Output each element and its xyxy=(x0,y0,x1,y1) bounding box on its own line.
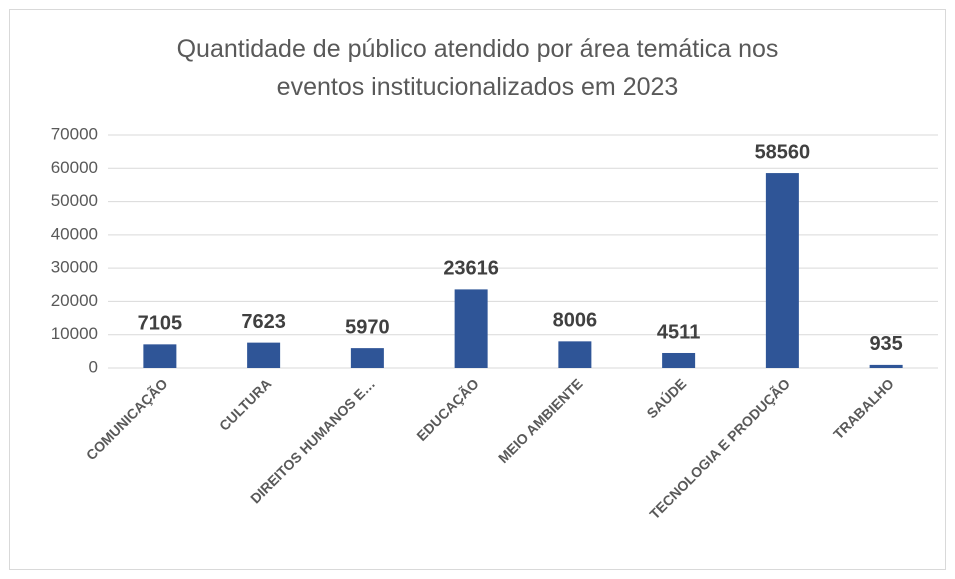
bar xyxy=(662,352,696,368)
data-label: 23616 xyxy=(443,258,499,280)
bar xyxy=(143,344,177,368)
data-label: 8006 xyxy=(553,310,598,332)
bar xyxy=(350,348,384,368)
bar xyxy=(454,289,488,368)
x-tick-label: DIREITOS HUMANOS E… xyxy=(247,375,378,506)
data-label: 58560 xyxy=(755,141,811,163)
bar xyxy=(765,173,799,368)
x-tick-label: EDUCAÇÃO xyxy=(413,375,482,444)
x-tick-label: CULTURA xyxy=(216,375,274,433)
chart-border xyxy=(9,9,946,570)
x-tick-label: SAÚDE xyxy=(643,375,690,422)
data-label: 7623 xyxy=(241,311,286,333)
bar xyxy=(247,342,281,368)
x-tick-label: COMUNICAÇÃO xyxy=(82,375,171,464)
data-label: 935 xyxy=(869,333,902,355)
y-tick-label: 50000 xyxy=(51,191,98,210)
chart-title: Quantidade de público atendido por área … xyxy=(176,35,779,101)
y-tick-label: 30000 xyxy=(51,258,98,277)
bar xyxy=(558,341,592,368)
y-tick-label: 0 xyxy=(89,357,98,376)
y-tick-label: 20000 xyxy=(51,291,98,310)
x-tick-label: TRABALHO xyxy=(830,375,897,442)
bar xyxy=(869,364,903,368)
x-tick-label: MEIO AMBIENTE xyxy=(495,375,586,466)
data-label: 7105 xyxy=(138,313,183,335)
y-tick-label: 70000 xyxy=(51,124,98,143)
y-tick-label: 40000 xyxy=(51,224,98,243)
data-label: 4511 xyxy=(657,321,700,343)
y-tick-label: 10000 xyxy=(51,324,98,343)
data-label: 5970 xyxy=(345,316,390,338)
y-tick-label: 60000 xyxy=(51,158,98,177)
